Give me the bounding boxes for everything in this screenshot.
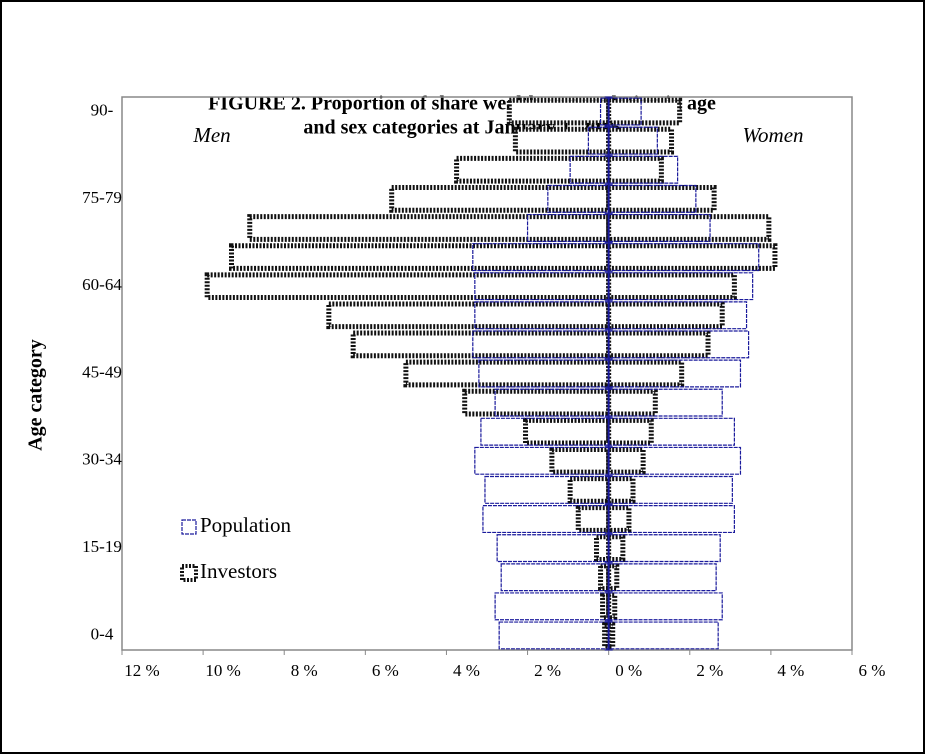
investor-bar xyxy=(606,272,737,301)
y-axis-title: Age category xyxy=(25,339,47,451)
investor-bar xyxy=(606,243,778,271)
population-bar xyxy=(547,184,610,213)
y-tick-label: 45-49 xyxy=(82,362,122,381)
investor-bar xyxy=(606,214,772,242)
legend-label: Population xyxy=(200,513,292,537)
annotation: Women xyxy=(742,123,803,147)
investor-bar xyxy=(594,534,612,562)
x-tick-label: 10 % xyxy=(205,661,240,680)
y-tick-label: 0-4 xyxy=(91,624,114,643)
annotation: Men xyxy=(192,123,230,147)
investor-bar xyxy=(403,359,612,388)
population-bar xyxy=(608,184,697,213)
investor-bar xyxy=(575,505,612,533)
x-tick-label: 12 % xyxy=(124,661,159,680)
investor-bar xyxy=(606,417,654,446)
population-bar xyxy=(526,213,610,242)
population-bar xyxy=(496,534,610,563)
population-bar xyxy=(472,330,610,359)
investor-bar xyxy=(606,505,632,533)
legend-label: Investors xyxy=(200,559,277,583)
investor-bar xyxy=(606,359,685,388)
investor-bar xyxy=(606,330,711,359)
investor-bar xyxy=(606,388,658,417)
investor-bar xyxy=(523,417,612,446)
investor-bar xyxy=(600,592,612,621)
legend-swatch xyxy=(180,564,198,582)
x-tick-label: 2 % xyxy=(534,661,561,680)
y-tick-label: 60-64 xyxy=(82,275,122,294)
investor-bar xyxy=(606,301,725,330)
investor-bar xyxy=(247,214,612,242)
investor-bar xyxy=(454,155,612,184)
investor-bar xyxy=(567,476,612,504)
population-bar xyxy=(608,621,719,650)
investor-bar xyxy=(606,446,646,475)
x-tick-label: 4 % xyxy=(777,661,804,680)
population-bar xyxy=(472,243,610,272)
investor-bar xyxy=(204,272,612,301)
investor-bar xyxy=(606,534,626,562)
investor-bar xyxy=(326,301,612,330)
investor-bar xyxy=(606,476,636,504)
population-bar xyxy=(482,505,610,534)
y-tick-label: 90- xyxy=(91,100,114,119)
y-tick-label: 75-79 xyxy=(82,188,122,207)
x-tick-label: 6 % xyxy=(859,661,886,680)
investor-bar xyxy=(229,243,612,271)
y-tick-label: 15-19 xyxy=(82,537,122,556)
investor-bar xyxy=(350,330,612,359)
x-tick-label: 8 % xyxy=(291,661,318,680)
investor-bar xyxy=(606,563,620,592)
investor-bar xyxy=(606,126,675,155)
investor-bar xyxy=(606,155,664,184)
investor-bar xyxy=(606,185,717,213)
x-tick-label: 4 % xyxy=(453,661,480,680)
investor-bar xyxy=(549,446,612,475)
population-bar xyxy=(608,330,750,359)
x-tick-label: 0 % xyxy=(615,661,642,680)
plot-area xyxy=(121,96,853,651)
legend-swatch xyxy=(181,519,197,535)
y-tick-label: 30-34 xyxy=(82,450,122,469)
investor-bar xyxy=(506,97,612,126)
investor-bar xyxy=(462,388,612,417)
investor-bar xyxy=(389,185,612,213)
x-tick-label: 6 % xyxy=(372,661,399,680)
x-tick-label: 2 % xyxy=(696,661,723,680)
investor-bar xyxy=(606,97,683,126)
investor-bar xyxy=(512,126,612,155)
